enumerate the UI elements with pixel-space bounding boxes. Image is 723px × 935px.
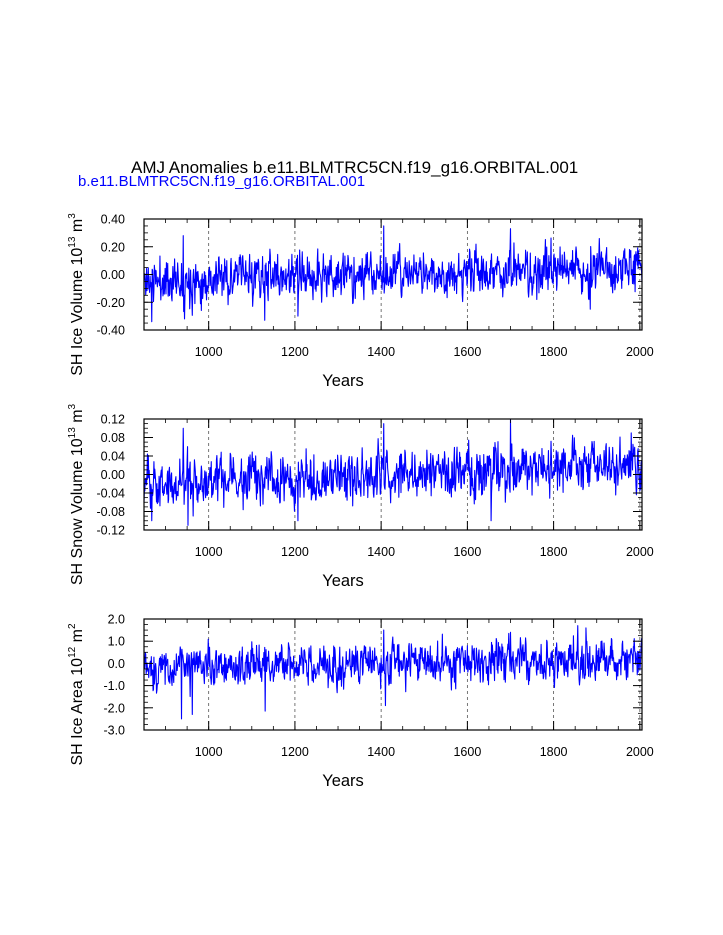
y-tick-label: 0.08 (101, 431, 125, 445)
x-axis-label: Years (322, 572, 364, 590)
x-tick-label: 1200 (281, 545, 309, 559)
y-tick-label: -0.04 (97, 487, 126, 501)
plot-area: 1000 1200 1400 1600 1800 2000 -0.40 -0.20 0.00 0.… (67, 213, 654, 791)
y-tick-label: 0.00 (101, 468, 125, 482)
x-tick-label: 1800 (540, 745, 568, 759)
x-tick-label: 2000 (626, 345, 654, 359)
data-line-sh-ice-area (143, 625, 643, 720)
x-tick-label: 1600 (453, 745, 481, 759)
x-tick-label: 2000 (626, 545, 654, 559)
x-tick-label: 1200 (281, 345, 309, 359)
y-tick-label: -2.0 (103, 701, 125, 715)
y-tick-label: 1.0 (108, 635, 125, 649)
data-line-sh-snow-volume (143, 419, 643, 526)
y-tick-label: -0.12 (97, 524, 126, 538)
data-line-sh-ice-volume (143, 225, 643, 323)
y-tick-label: -0.08 (97, 505, 126, 519)
y-axis-label: SH Ice Area 1012 m2 (67, 623, 86, 766)
x-tick-label: 1400 (367, 745, 395, 759)
x-tick-label: 1800 (540, 545, 568, 559)
y-tick-label: -3.0 (103, 724, 125, 738)
x-tick-label: 2000 (626, 745, 654, 759)
y-tick-label: 0.40 (101, 213, 125, 227)
y-axis-label: SH Snow Volume 1013 m3 (67, 403, 86, 585)
y-tick-label: -0.20 (97, 296, 126, 310)
x-axis-label: Years (322, 772, 364, 790)
chart-title: AMJ Anomalies b.e11.BLMTRC5CN.f19_g16.OR… (131, 158, 578, 177)
x-tick-label: 1400 (367, 545, 395, 559)
chart-panel-sh-snow-volume: 1000 1200 1400 1600 1800 2000 -0.12 -0.08 -0.04 0… (67, 403, 654, 590)
y-tick-label: 0.20 (101, 240, 125, 254)
y-tick-label: 2.0 (108, 613, 125, 627)
x-tick-label: 1600 (453, 545, 481, 559)
y-tick-label: 0.12 (101, 413, 125, 427)
y-tick-label: 0.00 (101, 268, 125, 282)
x-tick-label: 1000 (195, 345, 223, 359)
y-tick-label: 0.0 (108, 657, 125, 671)
x-tick-label: 1000 (195, 745, 223, 759)
x-tick-label: 1400 (367, 345, 395, 359)
x-tick-label: 1200 (281, 745, 309, 759)
x-tick-label: 1000 (195, 545, 223, 559)
x-axis-label: Years (322, 372, 364, 390)
y-axis-label: SH Ice Volume 1013 m3 (67, 213, 86, 376)
y-tick-label: -0.40 (97, 324, 126, 338)
chart-subtitle: b.e11.BLMTRC5CN.f19_g16.ORBITAL.001 (78, 173, 365, 190)
y-tick-label: 0.04 (101, 450, 125, 464)
y-tick-label: -1.0 (103, 679, 125, 693)
chart-panel-sh-ice-area: 1000 1200 1400 1600 1800 2000 -3.0 -2.0 -1.0 0.0 1… (67, 613, 654, 791)
x-tick-label: 1800 (540, 345, 568, 359)
x-tick-label: 1600 (453, 345, 481, 359)
chart-panel-sh-ice-volume: 1000 1200 1400 1600 1800 2000 -0.40 -0.20 0.00 0.… (67, 213, 654, 391)
